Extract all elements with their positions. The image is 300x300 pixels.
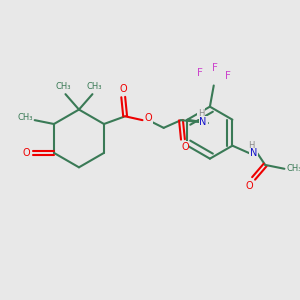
Text: CH₃: CH₃ — [56, 82, 71, 91]
Text: N: N — [200, 117, 207, 127]
Text: O: O — [22, 148, 30, 158]
Text: N: N — [250, 148, 257, 158]
Text: F: F — [212, 63, 218, 73]
Text: CH₃: CH₃ — [286, 164, 300, 173]
Text: F: F — [197, 68, 203, 78]
Text: CH₃: CH₃ — [87, 82, 102, 91]
Text: O: O — [119, 84, 127, 94]
Text: O: O — [246, 181, 253, 191]
Text: H: H — [198, 109, 204, 118]
Text: O: O — [181, 142, 189, 152]
Text: F: F — [225, 71, 231, 81]
Text: H: H — [248, 141, 255, 150]
Text: O: O — [144, 113, 152, 123]
Text: CH₃: CH₃ — [17, 113, 33, 122]
